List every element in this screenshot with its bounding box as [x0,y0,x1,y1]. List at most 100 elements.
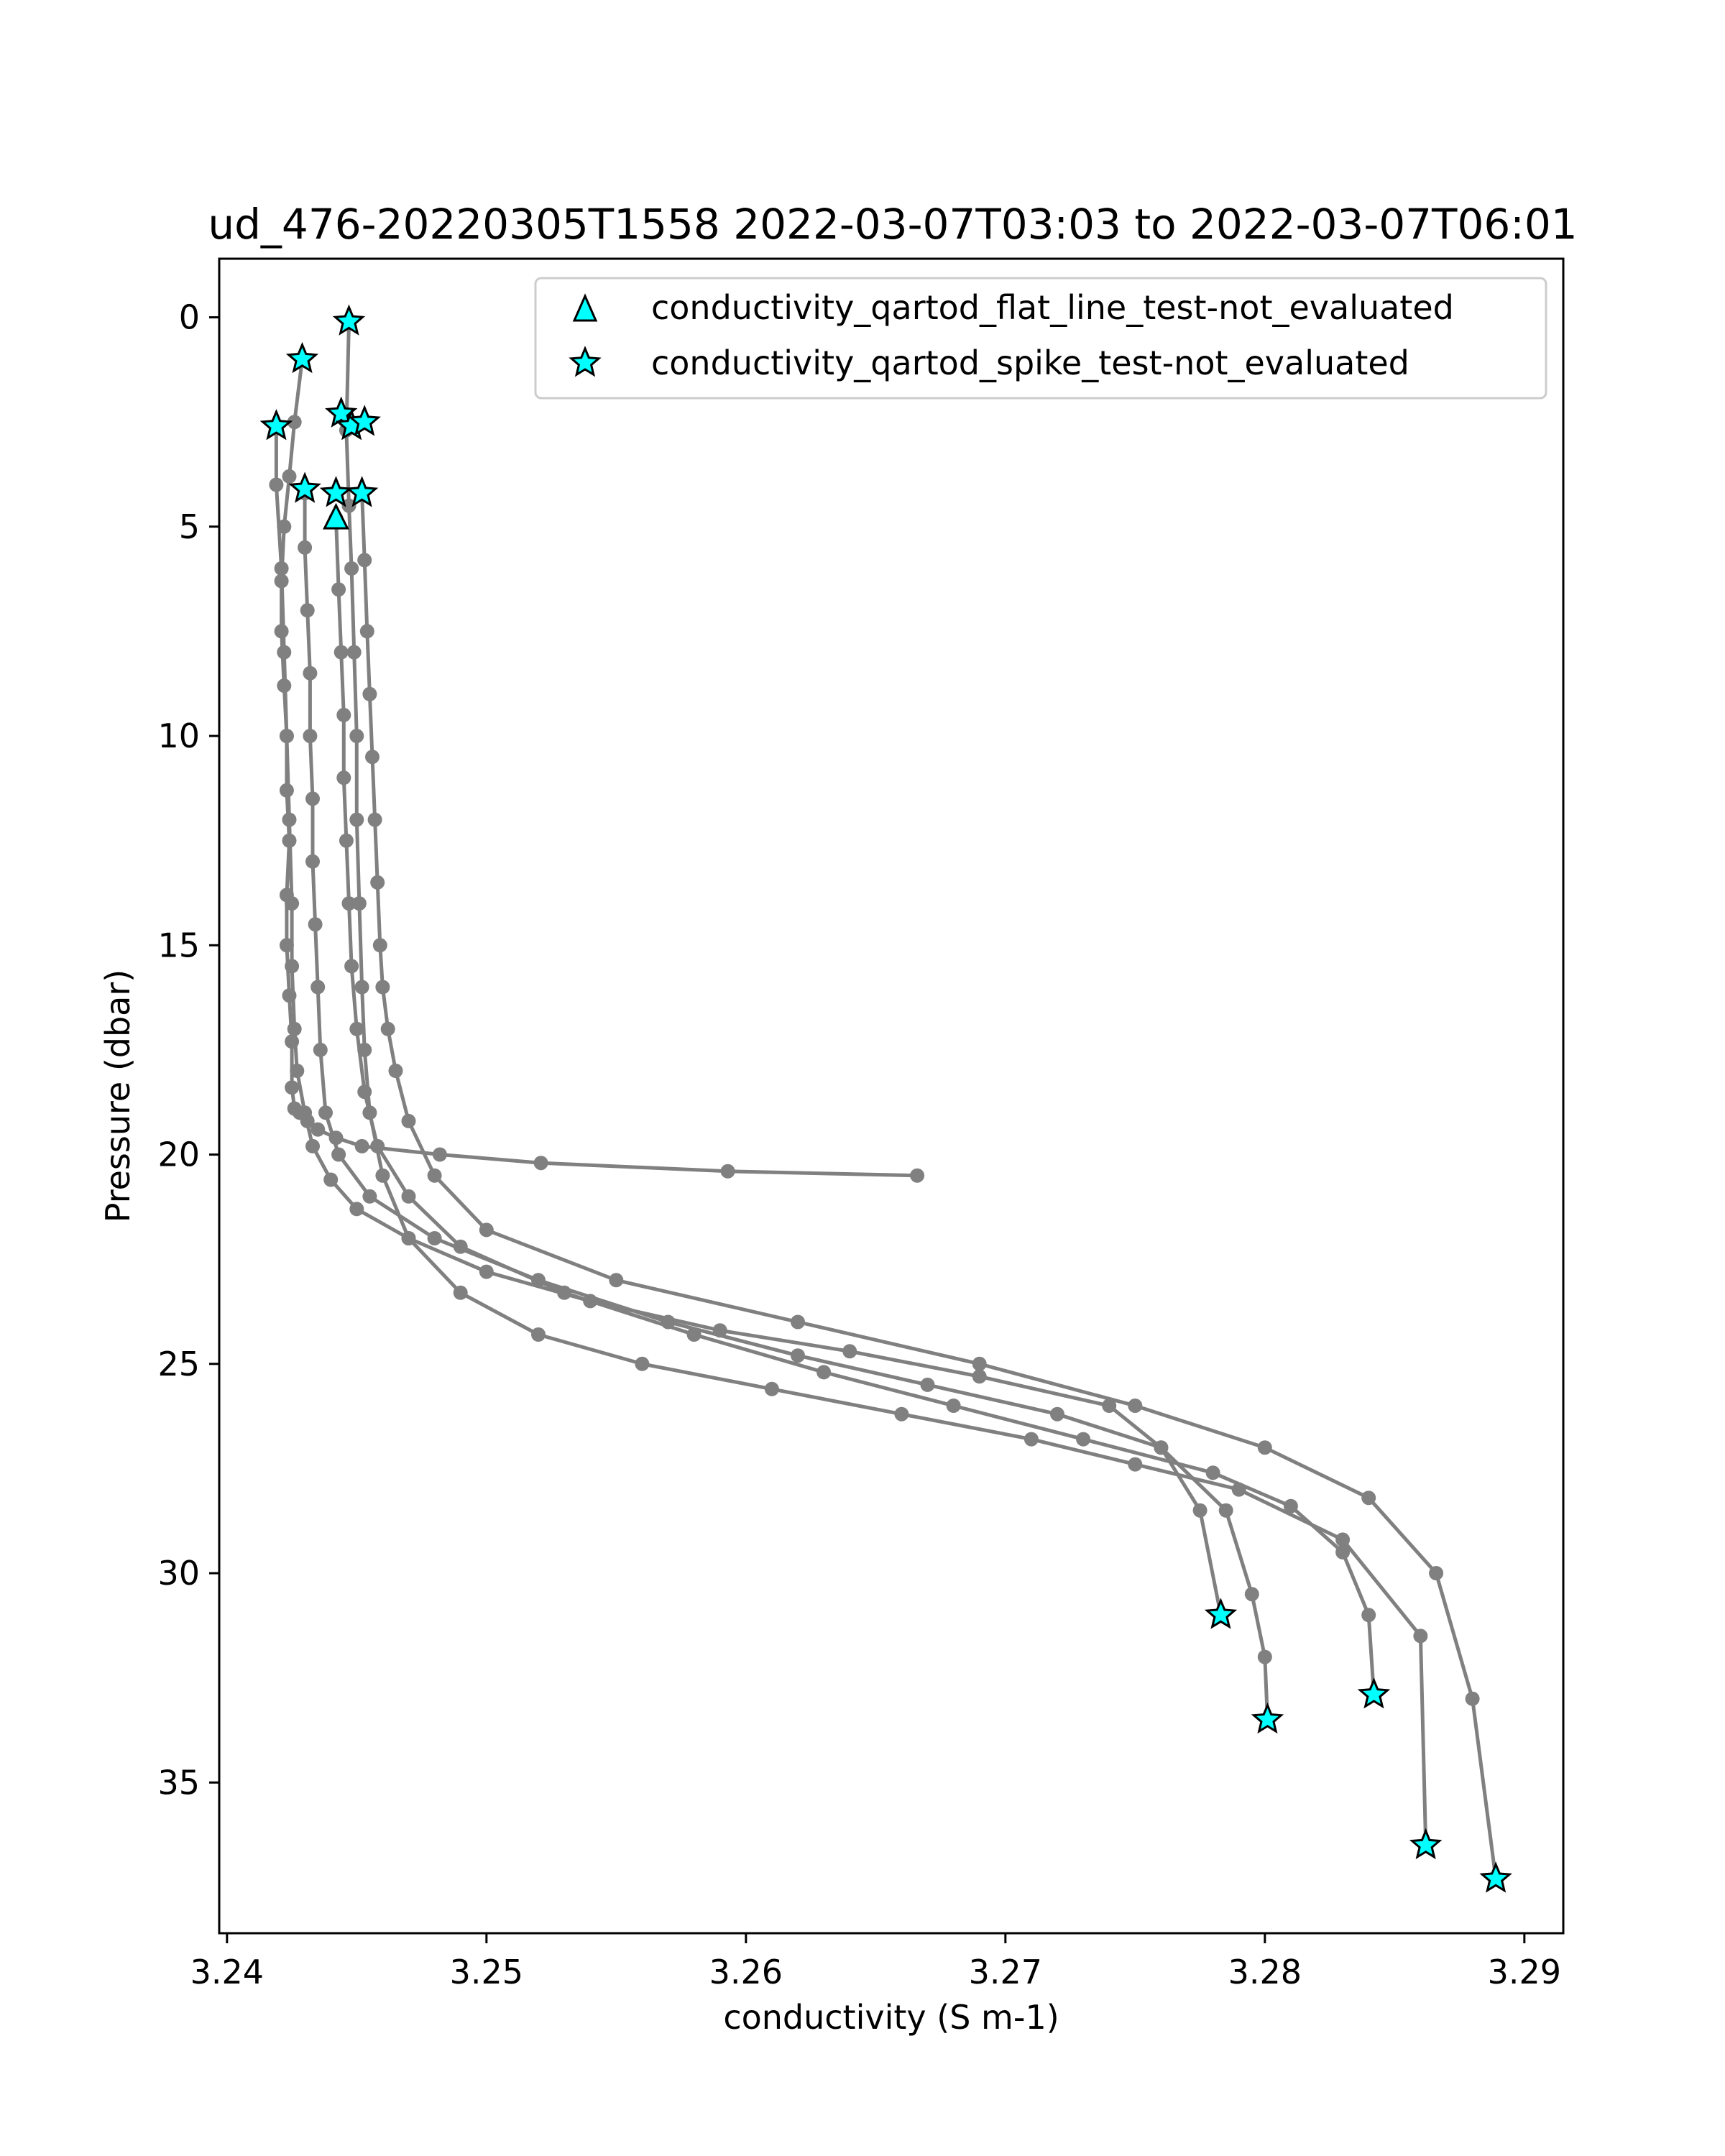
data-point [686,1327,702,1342]
data-point [816,1365,832,1380]
data-point [946,1399,961,1413]
data-point [375,1168,390,1183]
data-point [661,1314,676,1330]
flag-markers [259,304,1512,1893]
data-point [1244,1587,1259,1602]
data-point [370,875,385,890]
data-point [1154,1440,1169,1455]
data-point [842,1344,857,1359]
data-point [277,645,292,660]
data-point [1335,1532,1351,1547]
legend: conductivity_qartod_flat_line_test-not_e… [534,277,1547,400]
data-point [305,854,320,869]
data-point [1257,1440,1272,1455]
data-point [318,1105,333,1120]
data-point [344,561,359,576]
data-point [282,812,297,827]
data-point [349,729,364,744]
data-point [367,812,382,827]
x-tick-label: 3.26 [709,1953,783,1991]
y-tick-label: 35 [157,1763,200,1802]
data-point [362,1105,377,1120]
data-point [277,519,292,534]
data-point [894,1406,909,1422]
spike-flag-star [332,304,366,336]
data-point [427,1231,442,1245]
data-point [277,678,292,694]
x-tick-label: 3.28 [1228,1953,1302,1991]
data-point [1361,1491,1376,1506]
x-tick-label: 3.25 [450,1953,523,1991]
data-point [1413,1628,1428,1644]
data-point [1429,1566,1444,1580]
data-point [285,1034,300,1049]
data-point [531,1273,546,1288]
data-point [453,1285,468,1300]
data-point [1335,1544,1351,1560]
data-point [274,561,289,576]
data-point [388,1064,403,1078]
data-point [1192,1503,1208,1518]
data-point [298,540,313,555]
data-point [300,603,315,618]
spike-flag-star [285,341,319,374]
spike-flag-star [259,409,293,441]
spike-flag-star [288,471,321,503]
data-point [310,980,326,995]
data-point [285,896,300,911]
data-point [372,938,387,953]
data-point [583,1294,598,1309]
data-point [1218,1503,1233,1518]
spike-flag-star [1357,1677,1391,1709]
y-axis-label: Pressure (dbar) [98,969,137,1222]
data-point [298,1105,313,1120]
data-point [357,553,372,568]
data-point [349,812,364,827]
y-tick-label: 25 [157,1345,200,1383]
data-point [303,729,318,744]
data-point [331,582,346,597]
data-point [1128,1399,1143,1413]
legend-label-flat-line: conductivity_qartod_flat_line_test-not_e… [651,288,1454,327]
data-point [533,1156,548,1171]
data-point [279,783,294,798]
data-point [282,469,297,484]
legend-triangle-icon [572,293,598,322]
data-point [282,833,297,848]
data-point [1128,1457,1143,1472]
spike-flag-star [1409,1828,1443,1860]
data-point [354,1138,369,1153]
legend-frame [534,277,1547,400]
data-point [972,1356,987,1371]
data-point [336,770,351,786]
y-tick-label: 30 [157,1554,200,1593]
y-axis: 0 5 10 15 20 25 30 35 [157,298,219,1802]
chart-title: ud_476-20220305T1558 2022-03-07T03:03 to… [208,200,1577,249]
data-point [328,1130,344,1146]
plot-area [259,304,1512,1893]
data-point [479,1264,494,1279]
data-point [346,645,362,660]
data-point [370,1138,385,1153]
data-point [279,938,294,953]
data-point [279,729,294,744]
x-axis: 3.24 3.25 3.26 3.27 3.28 3.29 [190,1933,1561,1991]
data-point [341,896,356,911]
data-point [972,1369,987,1384]
data-point [287,1021,302,1036]
data-point [1231,1482,1246,1497]
legend-star-icon [569,346,602,377]
data-point [1283,1498,1298,1514]
data-point [380,1021,395,1036]
data-point [290,1064,305,1078]
data-point [401,1113,416,1128]
flat-line-flag-triangle [323,502,349,530]
profile-line-3 [303,493,1269,1720]
data-point [359,624,374,639]
data-point [1102,1399,1117,1413]
data-point [1205,1465,1220,1480]
data-point [1465,1691,1480,1706]
profile-line-2 [274,426,1223,1616]
plot-frame [218,257,1565,1935]
